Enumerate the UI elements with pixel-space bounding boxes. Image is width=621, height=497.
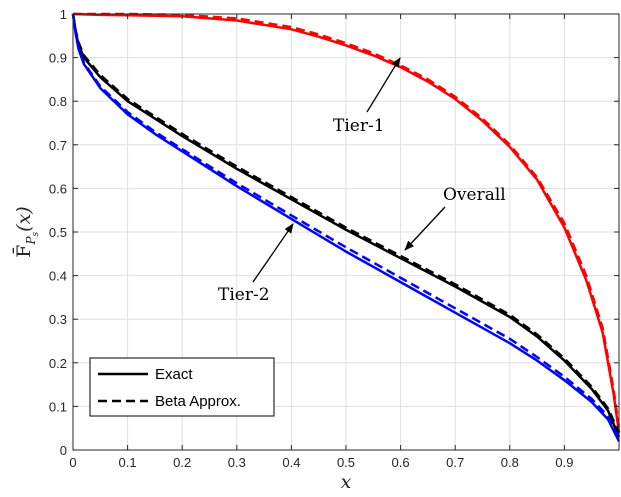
- y-tick-label: 1: [60, 7, 67, 22]
- y-tick-label: 0.6: [49, 181, 67, 196]
- x-tick-label: 0.6: [392, 455, 410, 470]
- annotations: Tier-1 Overall Tier-2: [218, 57, 506, 305]
- y-tick-label: 0.4: [49, 269, 67, 284]
- x-axis-label: x: [341, 471, 352, 493]
- x-tick-label: 0: [69, 455, 76, 470]
- y-tick-label: 0.8: [49, 94, 67, 109]
- series-tier-2-solid: [71, 13, 621, 442]
- overall-annotation: Overall: [443, 185, 506, 205]
- x-tick-label: 0.9: [555, 455, 573, 470]
- y-tick-label: 0.9: [49, 51, 67, 66]
- y-axis-label: F̄Ps(x): [12, 206, 41, 257]
- y-tick-label: 0: [60, 443, 67, 458]
- series-tier-1-dashed: [73, 12, 621, 429]
- series-overall-dashed: [71, 13, 621, 434]
- legend-item-beta-approx: Beta Approx.: [155, 393, 241, 410]
- tick-labels: 0 0.1 0.2 0.3 0.4 0.5 0.6 0.7 0.8 0.9 0 0.1 0.2 0.3 0.…: [49, 7, 574, 470]
- x-tick-label: 0.8: [501, 455, 519, 470]
- series-tier-1-solid: [72, 12, 621, 433]
- x-tick-label: 0.7: [446, 455, 464, 470]
- overall-arrow: [404, 206, 446, 251]
- legend: Exact Beta Approx.: [89, 357, 275, 417]
- series-lines: [71, 12, 621, 442]
- y-tick-label: 0.3: [49, 312, 67, 327]
- y-tick-label: 0.7: [49, 138, 67, 153]
- tier1-arrow: [366, 57, 401, 113]
- series-overall-solid: [71, 13, 621, 438]
- x-tick-label: 0.5: [337, 455, 355, 470]
- tier2-annotation: Tier-2: [218, 285, 270, 305]
- series-tier-2-dashed: [71, 13, 621, 440]
- tier2-arrow: [252, 223, 294, 283]
- x-tick-label: 0.1: [119, 455, 137, 470]
- svg-text:F̄Ps(x): F̄Ps(x): [12, 206, 41, 257]
- legend-box: [89, 357, 275, 417]
- y-tick-label: 0.1: [49, 399, 67, 414]
- y-tick-label: 0.2: [49, 356, 67, 371]
- tier1-annotation: Tier-1: [333, 116, 385, 136]
- axis-ticks: [72, 13, 619, 451]
- legend-item-exact: Exact: [155, 366, 193, 383]
- x-tick-label: 0.2: [173, 455, 191, 470]
- x-tick-label: 0.3: [228, 455, 246, 470]
- x-tick-label: 0.4: [282, 455, 300, 470]
- y-tick-label: 0.5: [49, 225, 67, 240]
